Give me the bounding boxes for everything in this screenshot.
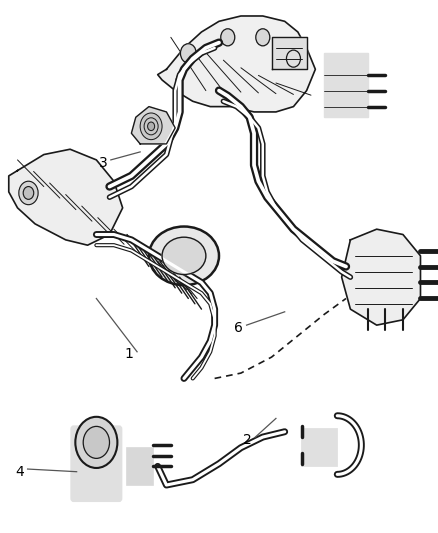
Circle shape	[75, 417, 117, 468]
Polygon shape	[158, 16, 315, 112]
Circle shape	[140, 113, 162, 140]
Circle shape	[144, 118, 158, 135]
Ellipse shape	[162, 237, 206, 274]
Circle shape	[23, 187, 34, 199]
Text: 4: 4	[15, 465, 24, 479]
Circle shape	[221, 29, 235, 46]
FancyBboxPatch shape	[71, 426, 121, 501]
Text: 2: 2	[243, 433, 252, 447]
Circle shape	[83, 426, 110, 458]
Circle shape	[148, 122, 155, 131]
Polygon shape	[342, 229, 420, 325]
Ellipse shape	[149, 227, 219, 285]
Polygon shape	[9, 149, 123, 245]
Circle shape	[256, 29, 270, 46]
Polygon shape	[131, 107, 175, 144]
Circle shape	[19, 181, 38, 205]
Text: 6: 6	[234, 321, 243, 335]
Text: 3: 3	[99, 156, 107, 169]
Bar	[324, 53, 368, 117]
Circle shape	[180, 44, 196, 63]
Polygon shape	[272, 37, 307, 69]
Bar	[302, 429, 337, 466]
Circle shape	[286, 50, 300, 67]
Bar	[127, 448, 153, 485]
Text: 1: 1	[125, 348, 134, 361]
